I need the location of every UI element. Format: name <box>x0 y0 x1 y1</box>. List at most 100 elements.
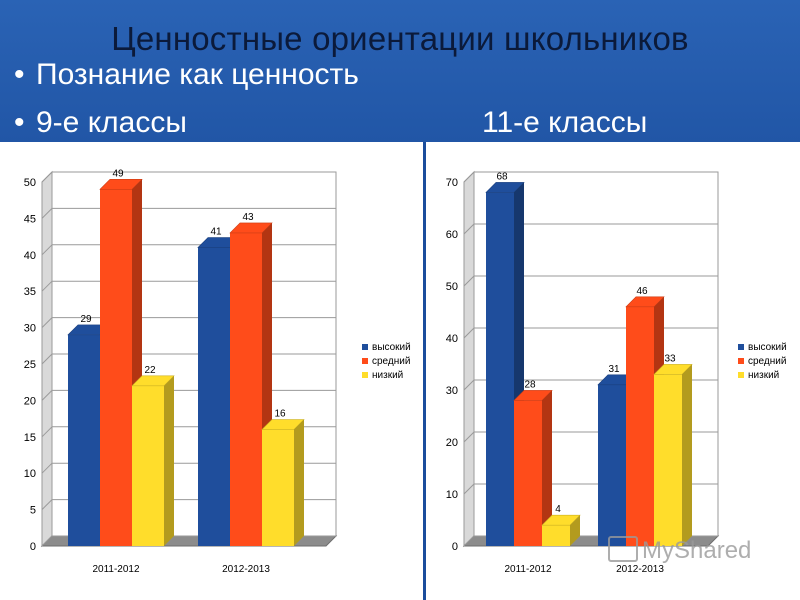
bar-front <box>230 232 262 546</box>
gridline <box>41 390 53 401</box>
category-label: 2012-2013 <box>222 564 270 575</box>
bar <box>541 514 581 546</box>
bullet-grade-9: • 9-е классы <box>14 106 187 140</box>
legend-label: средний <box>372 356 410 367</box>
legend-label: высокий <box>372 342 411 353</box>
y-tick-label: 30 <box>24 323 36 335</box>
data-label: 16 <box>274 409 286 420</box>
gridline <box>463 431 475 443</box>
bar-front <box>132 385 164 546</box>
gridline <box>41 462 53 474</box>
y-tick-label: 5 <box>30 505 36 517</box>
watermark-logo-icon <box>608 536 638 562</box>
y-tick-label: 70 <box>446 177 458 189</box>
data-label: 41 <box>210 227 222 238</box>
y-tick-label: 40 <box>24 250 36 262</box>
bar-front <box>100 189 132 546</box>
legend-swatch <box>738 344 744 350</box>
watermark-text: MyShared <box>642 537 752 564</box>
gridline <box>41 535 53 547</box>
y-tick-label: 50 <box>24 177 36 189</box>
bar-side <box>570 515 580 546</box>
plot-side-wall <box>463 170 475 548</box>
bar <box>261 419 305 546</box>
legend-swatch <box>362 344 368 350</box>
watermark: MyShared <box>608 536 751 565</box>
data-label: 49 <box>112 168 124 179</box>
y-tick-label: 20 <box>446 437 458 449</box>
chart-grade-11: 0 10 20 30 40 50 60 70 68 28 4 2011-2012 31 46 33 2012-… <box>446 170 787 575</box>
y-tick-label: 30 <box>446 385 458 397</box>
data-label: 28 <box>524 379 536 390</box>
bar-front <box>198 247 230 546</box>
bar-front <box>262 429 294 546</box>
gridline <box>41 171 53 183</box>
bar-front <box>598 384 626 546</box>
bullet-mark: • <box>14 58 25 91</box>
data-label: 68 <box>496 171 508 182</box>
y-tick-label: 40 <box>446 333 458 345</box>
y-tick-label: 0 <box>30 541 36 553</box>
legend-swatch <box>738 372 744 378</box>
data-label: 33 <box>664 353 676 364</box>
gridline <box>463 275 475 287</box>
chart-panel-grade-9: 0 5 10 15 20 25 30 35 40 45 50 29 49 22 2011-2012 41 43 1… <box>0 142 423 600</box>
panel-divider <box>423 142 426 600</box>
bar <box>513 390 553 546</box>
gridline <box>41 426 53 438</box>
legend-swatch <box>362 372 368 378</box>
bar-front <box>68 334 100 546</box>
bar <box>131 375 175 546</box>
bar-front <box>626 306 654 546</box>
gridline <box>41 353 53 365</box>
legend-label: средний <box>748 356 786 367</box>
category-label: 2011-2012 <box>504 564 552 575</box>
legend-swatch <box>362 358 368 364</box>
legend-swatch <box>738 358 744 364</box>
label-grade-11: 11-е классы <box>482 106 648 139</box>
data-label: 4 <box>555 504 561 515</box>
legend-label: низкий <box>372 370 403 381</box>
slide-title: Ценностные ориентации школьников <box>111 20 689 57</box>
y-tick-label: 60 <box>446 229 458 241</box>
bullet-topic-text: Познание как ценность <box>36 58 359 91</box>
gridline <box>41 280 53 292</box>
category-label: 2011-2012 <box>92 564 140 575</box>
y-tick-label: 10 <box>24 468 36 480</box>
chart-panel-grade-11: 0 10 20 30 40 50 60 70 68 28 4 2011-2012 31 46 33 2012-… <box>426 142 800 600</box>
bullet-topic: • Познание как ценность <box>14 58 359 92</box>
gridline <box>41 244 53 256</box>
gridline <box>463 223 475 235</box>
y-tick-label: 15 <box>24 432 36 444</box>
data-label: 43 <box>242 212 254 223</box>
bullet-mark: • <box>14 106 25 139</box>
bar-side <box>542 390 552 546</box>
y-tick-label: 45 <box>24 213 36 225</box>
bar-side <box>294 419 304 546</box>
y-tick-label: 10 <box>446 489 458 501</box>
y-tick-label: 20 <box>24 395 36 407</box>
gridline <box>463 535 475 547</box>
bar-top <box>485 182 525 193</box>
bar-front <box>654 374 682 546</box>
category-label: 2012-2013 <box>616 564 664 575</box>
data-label: 31 <box>608 364 620 375</box>
bar-top <box>229 222 273 234</box>
bar <box>653 364 693 546</box>
data-label: 29 <box>80 314 92 325</box>
gridline <box>41 208 53 219</box>
gridline <box>463 379 475 391</box>
bar-front <box>514 400 542 546</box>
bar-side <box>164 375 174 546</box>
y-tick-label: 0 <box>452 541 458 553</box>
legend-label: высокий <box>748 342 787 353</box>
bar-front <box>486 192 514 546</box>
y-tick-label: 35 <box>24 286 36 298</box>
bullet-grade-9-text: 9-е классы <box>36 106 187 139</box>
gridline <box>41 317 53 328</box>
gridline <box>463 483 475 495</box>
bar-front <box>542 525 570 546</box>
y-tick-label: 50 <box>446 281 458 293</box>
chart-grade-9: 0 5 10 15 20 25 30 35 40 45 50 29 49 22 2011-2012 41 43 1… <box>24 168 411 575</box>
bar-side <box>682 364 692 546</box>
